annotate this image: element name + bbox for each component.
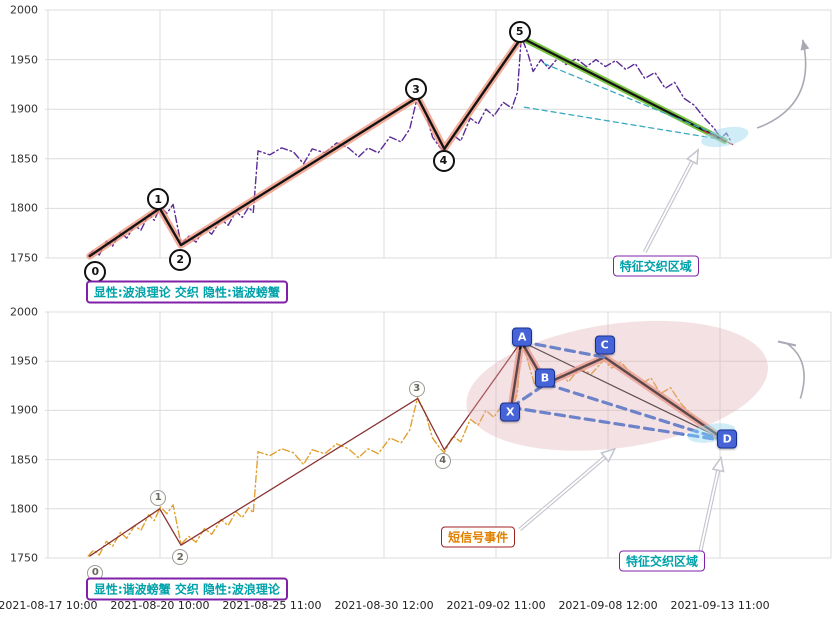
series-converge-dash-2 — [543, 62, 726, 139]
y-tick-label: 2000 — [10, 3, 38, 17]
y-tick-label: 1900 — [10, 102, 38, 116]
y-tick-label: 1900 — [10, 403, 38, 417]
top-region-tag: 特征交织区域 — [612, 255, 699, 277]
pointer-arrow — [698, 470, 720, 555]
arrowhead — [800, 39, 810, 51]
x-tick-label: 2021-09-13 11:00 — [670, 599, 770, 612]
x-tick-label: 2021-09-02 11:00 — [446, 599, 546, 612]
curved-guide-arrow — [786, 342, 805, 399]
x-tick-label: 2021-09-08 12:00 — [558, 599, 658, 612]
y-tick-label: 1950 — [10, 354, 38, 368]
highlight-ellipse — [701, 126, 749, 148]
x-tick-label: 2021-08-17 10:00 — [0, 599, 98, 612]
wave-label-4: 4 — [432, 149, 455, 172]
wave-label-3: 3 — [408, 380, 425, 397]
x-tick-label: 2021-08-20 10:00 — [110, 599, 210, 612]
harmonic-point-C: C — [594, 335, 615, 355]
series-wave-line — [88, 36, 523, 258]
curved-guide-arrow — [756, 39, 807, 129]
y-tick-label: 1850 — [10, 453, 38, 467]
pointer-arrow — [600, 447, 617, 463]
short-signal-tag: 短信号事件 — [441, 526, 516, 548]
y-tick-label: 1800 — [10, 502, 38, 516]
t-bar — [777, 340, 797, 347]
y-tick-label: 1750 — [10, 551, 38, 565]
series-trend-line — [520, 36, 726, 143]
series-price — [87, 36, 732, 257]
wave-label-1: 1 — [150, 489, 167, 506]
wave-label-2: 2 — [169, 248, 192, 271]
y-tick-label: 1750 — [10, 251, 38, 265]
bottom-legend: 显性:谐波螃蟹 交织 隐性:波浪理论 — [85, 577, 288, 601]
x-tick-label: 2021-08-25 11:00 — [222, 599, 322, 612]
harmonic-point-B: B — [534, 368, 555, 388]
bottom-region-tag: 特征交织区域 — [618, 550, 706, 572]
wave-label-4: 4 — [434, 452, 451, 469]
x-tick-label: 2021-08-30 12:00 — [334, 599, 434, 612]
harmonic-point-A: A — [512, 327, 533, 347]
bottom-chart: 显性:谐波螃蟹 交织 隐性:波浪理论 短信号事件 特征交织区域 1750 1800… — [0, 305, 839, 601]
harmonic-point-D: D — [717, 429, 738, 449]
x-axis: 2021-08-17 10:00 2021-08-20 10:00 2021-08-… — [0, 597, 839, 620]
series-wave-trend-thin — [520, 340, 728, 442]
wave-label-2: 2 — [172, 549, 189, 566]
pointer-arrow — [519, 456, 606, 531]
top-chart-canvas — [45, 9, 832, 260]
harmonic-point-X: X — [500, 402, 521, 422]
wave-label-1: 1 — [147, 188, 170, 211]
series-fib-dash-ac — [519, 339, 607, 359]
top-legend: 显性:波浪理论 交织 隐性:谐波螃蟹 — [85, 280, 288, 304]
top-chart: 显性:波浪理论 交织 隐性:谐波螃蟹 特征交织区域 1750 1800 1850 19… — [0, 0, 839, 305]
series-wave-thin — [89, 340, 522, 557]
y-tick-label: 1800 — [10, 201, 38, 215]
highlight-ellipse — [466, 320, 768, 451]
wave-label-3: 3 — [404, 78, 427, 101]
series-wave-highlight — [86, 34, 525, 260]
pointer-arrow — [711, 455, 725, 473]
wave-label-5: 5 — [508, 20, 531, 43]
pointer-arrow — [643, 160, 693, 253]
bottom-chart-canvas — [45, 311, 832, 559]
pointer-arrow — [685, 148, 700, 166]
series-converge-dash-1 — [523, 106, 726, 141]
y-tick-label: 1850 — [10, 152, 38, 166]
y-tick-label: 1950 — [10, 53, 38, 67]
y-tick-label: 2000 — [10, 305, 38, 319]
